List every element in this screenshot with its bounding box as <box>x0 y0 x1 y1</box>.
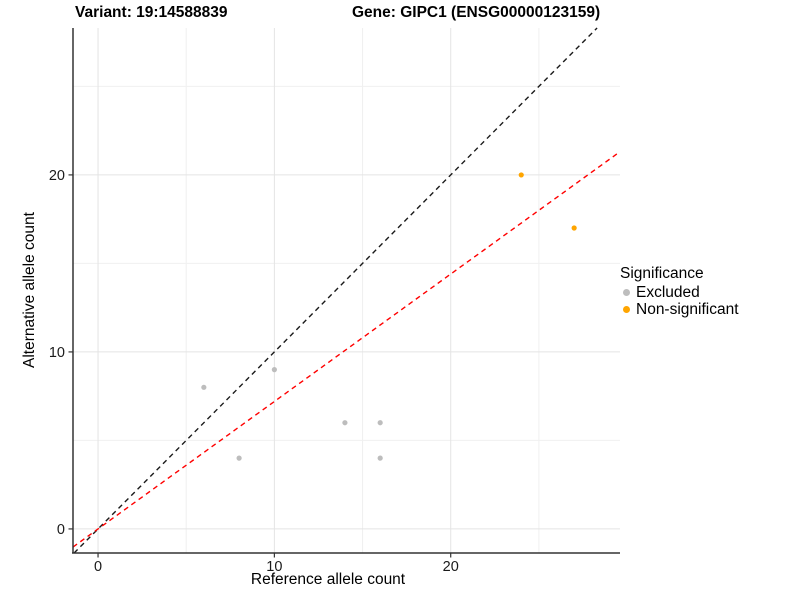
x-tick-label: 0 <box>94 559 102 575</box>
identity-line <box>73 27 598 554</box>
data-point-excluded <box>236 455 242 461</box>
legend-title: Significance <box>620 265 704 282</box>
x-tick-label: 10 <box>266 559 282 575</box>
excluded-dot-icon <box>623 289 630 296</box>
data-point-excluded <box>342 420 348 426</box>
legend-item-excluded: Excluded <box>620 284 739 301</box>
data-point-excluded <box>377 420 383 426</box>
data-point-excluded <box>377 455 383 461</box>
data-point-excluded <box>271 367 277 373</box>
legend: Significance Excluded Non-significant <box>620 265 739 318</box>
plot-title-variant: Variant: 19:14588839 <box>75 4 228 21</box>
plot-title-gene: Gene: GIPC1 (ENSG00000123159) <box>352 4 601 21</box>
fit-line <box>72 151 621 548</box>
legend-label-excluded: Excluded <box>636 283 700 301</box>
x-axis-title: Reference allele count <box>250 571 406 588</box>
y-tick-label: 10 <box>49 345 65 361</box>
legend-label-nonsignificant: Non-significant <box>636 300 739 318</box>
data-point-non-significant <box>518 172 524 178</box>
x-tick-label: 20 <box>443 559 459 575</box>
data-point-non-significant <box>571 225 577 231</box>
y-axis-title: Alternative allele count <box>21 212 38 368</box>
nonsignificant-dot-icon <box>623 306 630 313</box>
data-point-excluded <box>201 384 207 390</box>
y-tick-label: 0 <box>57 522 65 538</box>
y-tick-label: 20 <box>49 168 65 184</box>
legend-item-nonsignificant: Non-significant <box>620 301 739 318</box>
